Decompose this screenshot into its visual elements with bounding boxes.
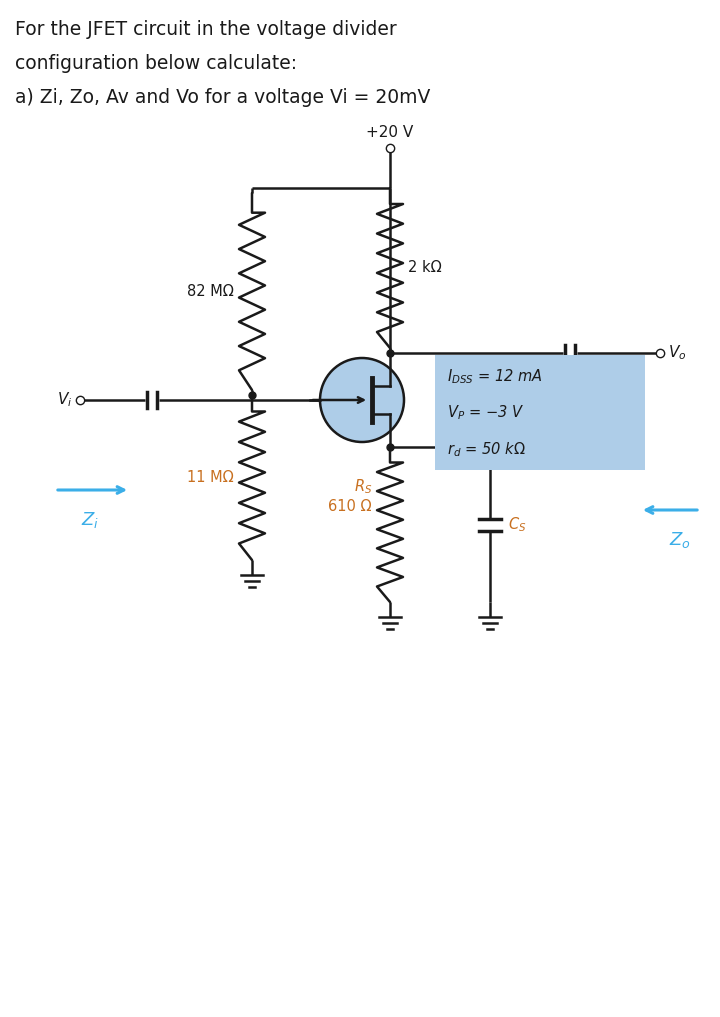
- Text: For the JFET circuit in the voltage divider: For the JFET circuit in the voltage divi…: [15, 20, 397, 39]
- Text: $Z_o$: $Z_o$: [669, 530, 691, 550]
- Text: 610 Ω: 610 Ω: [328, 499, 372, 514]
- Circle shape: [320, 358, 404, 442]
- Text: a) Zi, Zo, Av and Vo for a voltage Vi = 20mV: a) Zi, Zo, Av and Vo for a voltage Vi = …: [15, 88, 431, 107]
- Text: $V_P$ = $-$3 V: $V_P$ = $-$3 V: [447, 404, 524, 422]
- Text: $I_{DSS}$ = 12 mA: $I_{DSS}$ = 12 mA: [447, 368, 543, 386]
- Text: $R_S$: $R_S$: [354, 477, 372, 495]
- Text: 11 MΩ: 11 MΩ: [187, 470, 234, 485]
- Text: +20 V: +20 V: [366, 125, 413, 140]
- Text: $V_i$: $V_i$: [57, 391, 72, 410]
- Text: $Z_i$: $Z_i$: [81, 510, 99, 530]
- Text: $C_S$: $C_S$: [508, 516, 526, 534]
- Text: 82 MΩ: 82 MΩ: [187, 284, 234, 299]
- Text: configuration below calculate:: configuration below calculate:: [15, 54, 297, 73]
- Bar: [435, 355, 645, 470]
- Text: $r_d$ = 50 k$\Omega$: $r_d$ = 50 k$\Omega$: [447, 440, 526, 460]
- Text: 2 kΩ: 2 kΩ: [408, 260, 441, 276]
- Text: $V_o$: $V_o$: [668, 344, 686, 362]
